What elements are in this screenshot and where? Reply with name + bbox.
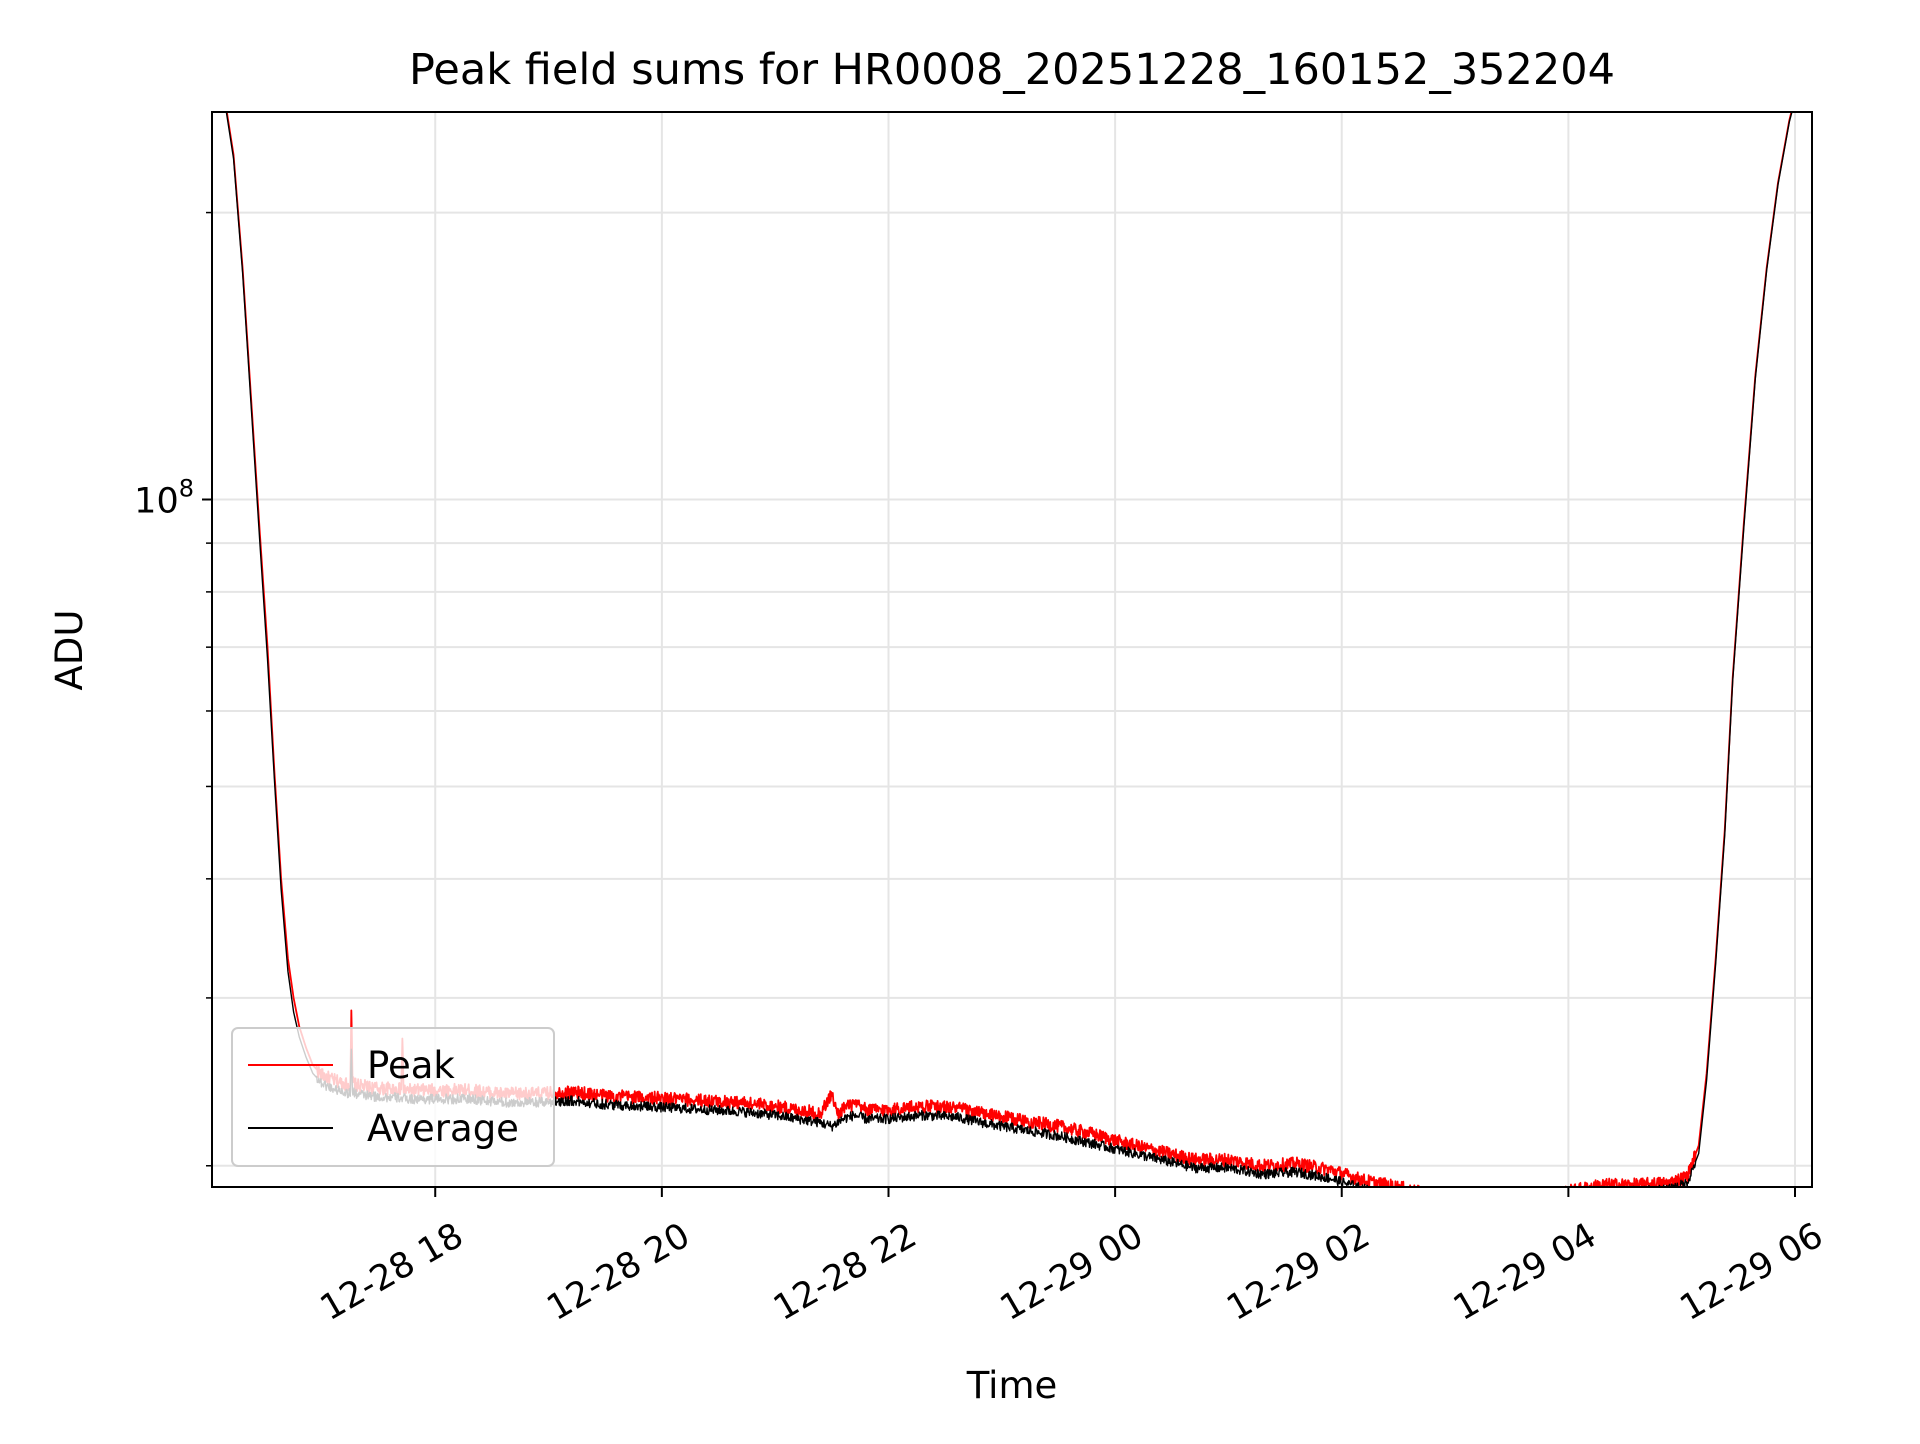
plot-frame [211, 111, 1813, 1188]
y-tick-label: 108 [134, 475, 194, 522]
plot-area-background [212, 112, 1812, 1187]
y-axis-label: ADU [48, 610, 91, 691]
ticks-layer [202, 211, 1797, 1197]
x-axis-label: Time [966, 1364, 1058, 1407]
legend: Peak Average [231, 1027, 555, 1167]
y-tick-label-exponent: 8 [179, 475, 194, 503]
y-tick-label-base: 10 [134, 482, 179, 522]
legend-label-peak: Peak [367, 1044, 455, 1087]
legend-label-average: Average [367, 1107, 519, 1150]
chart-title: Peak field sums for HR0008_20251228_1601… [409, 45, 1615, 95]
legend-box [231, 1027, 555, 1167]
